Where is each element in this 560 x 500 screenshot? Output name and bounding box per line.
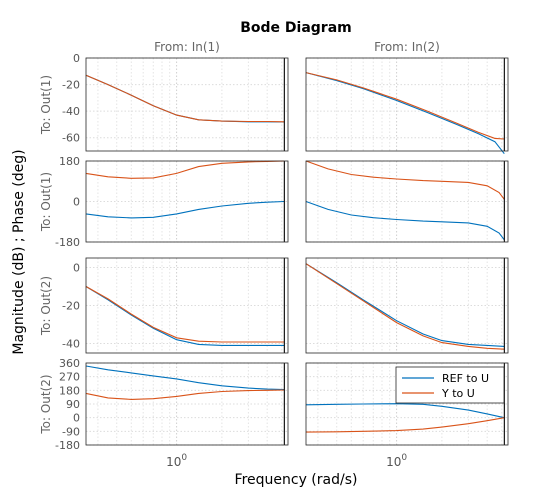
- y-tick-label: 180: [59, 384, 80, 397]
- curve-y-to-u: [305, 263, 505, 350]
- curve-ref-to-u: [85, 365, 285, 391]
- axes-frame: [305, 57, 509, 152]
- y-tick-label: 0: [73, 262, 80, 275]
- y-tick-label: -180: [55, 236, 80, 249]
- x-tick-label: 100: [166, 453, 187, 469]
- legend-label: Y to U: [441, 387, 475, 400]
- curve-ref-to-u: [85, 74, 285, 123]
- legend-label: REF to U: [442, 372, 489, 385]
- curve-ref-to-u: [305, 72, 505, 155]
- curve-ref-to-u: [305, 263, 505, 347]
- curve-ref-to-u: [85, 200, 285, 219]
- input-title: From: In(2): [374, 40, 440, 54]
- y-tick-label: 270: [59, 371, 80, 384]
- axes-frame: [85, 362, 289, 446]
- x-axis-label: Frequency (rad/s): [235, 472, 358, 488]
- axes-frame: [85, 57, 289, 152]
- y-tick-label: 0: [73, 52, 80, 65]
- axes-frame: [85, 160, 289, 243]
- output-label: To: Out(2): [39, 374, 53, 434]
- y-axis-label: Magnitude (dB) ; Phase (deg): [11, 149, 27, 354]
- curve-ref-to-u: [85, 286, 285, 346]
- y-tick-label: -20: [62, 79, 80, 92]
- axes-frame: [305, 257, 509, 354]
- output-label: To: Out(1): [39, 75, 53, 135]
- curve-y-to-u: [305, 160, 505, 200]
- y-tick-label: 90: [66, 398, 80, 411]
- curve-y-to-u: [85, 389, 285, 400]
- legend: [395, 366, 505, 404]
- y-tick-label: -20: [62, 300, 80, 313]
- y-tick-label: -90: [62, 425, 80, 438]
- y-tick-label: 0: [73, 196, 80, 209]
- curve-y-to-u: [305, 417, 505, 433]
- input-title: From: In(1): [154, 40, 220, 54]
- y-tick-label: -60: [62, 132, 80, 145]
- axes-frame: [305, 160, 509, 243]
- output-label: To: Out(2): [39, 276, 53, 336]
- y-tick-label: 360: [59, 357, 80, 370]
- chart-title: Bode Diagram: [240, 20, 352, 36]
- axes-frame: [85, 257, 289, 354]
- curve-y-to-u: [85, 286, 285, 343]
- curve-ref-to-u: [305, 403, 505, 419]
- y-tick-label: 180: [59, 155, 80, 168]
- y-tick-label: -40: [62, 105, 80, 118]
- y-tick-label: -40: [62, 338, 80, 351]
- y-tick-label: -180: [55, 439, 80, 452]
- curve-y-to-u: [85, 160, 285, 179]
- axes-frame: [305, 362, 509, 446]
- y-tick-label: 0: [73, 412, 80, 425]
- output-label: To: Out(1): [39, 172, 53, 232]
- curve-y-to-u: [305, 72, 505, 140]
- x-tick-label: 100: [386, 453, 407, 469]
- curve-y-to-u: [85, 74, 285, 123]
- curve-ref-to-u: [305, 200, 505, 241]
